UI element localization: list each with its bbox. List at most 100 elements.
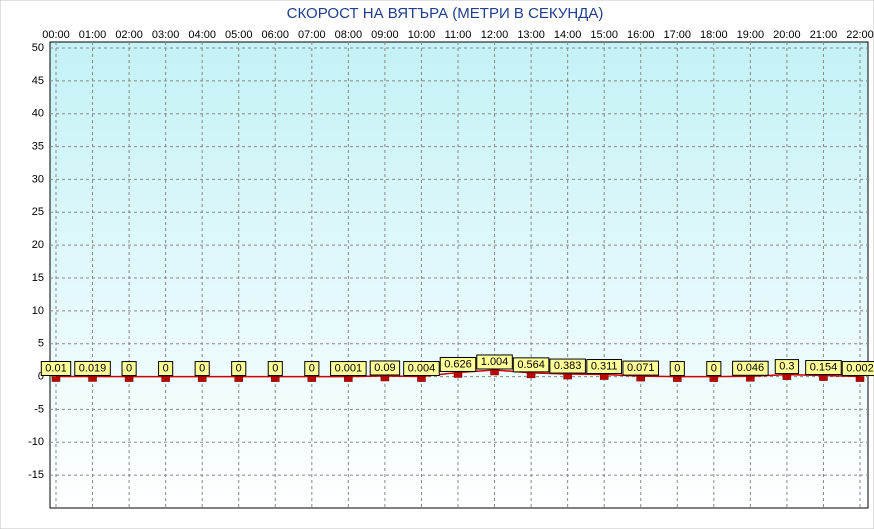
value-label: 0.564 [517, 359, 545, 371]
y-tick-label: -10 [28, 436, 44, 448]
y-tick-label: 5 [38, 338, 44, 350]
value-label-box [403, 361, 440, 377]
point-marker [88, 376, 97, 382]
value-label-box [267, 361, 283, 377]
point-marker [490, 369, 499, 376]
point-marker [161, 376, 170, 382]
y-tick-label: 0 [38, 370, 44, 382]
value-label: 0.626 [444, 358, 472, 370]
point-marker [673, 376, 682, 382]
y-tick-label: 45 [32, 75, 44, 87]
value-label-box [40, 361, 72, 377]
value-label: 0 [126, 362, 132, 374]
value-label: 0 [199, 362, 205, 374]
value-label-box [121, 361, 137, 377]
value-label-box [706, 361, 722, 377]
x-tick-label: 00:00 [42, 29, 70, 41]
value-label-box [805, 360, 842, 376]
x-tick-label: 20:00 [773, 29, 801, 41]
value-label: 0 [674, 362, 680, 374]
value-label: 0.311 [591, 360, 618, 372]
value-label-box [158, 361, 174, 377]
chart-title: СКОРОСТ НА ВЯТЪРА (МЕТРИ В СЕКУНДА) [287, 5, 604, 22]
x-tick-label: 12:00 [481, 29, 509, 41]
value-label-box [841, 361, 874, 377]
x-tick-label: 03:00 [152, 29, 180, 41]
x-tick-label: 13:00 [517, 29, 545, 41]
x-tick-label: 11:00 [445, 29, 472, 41]
value-label: 0.154 [810, 361, 838, 373]
point-marker [563, 373, 572, 380]
point-marker [709, 376, 719, 382]
x-tick-label: 05:00 [225, 29, 253, 41]
x-tick-label: 22:00 [846, 29, 874, 41]
value-label-box [194, 361, 210, 377]
value-label: 0 [272, 362, 278, 374]
point-marker [526, 372, 536, 379]
point-marker [782, 374, 792, 380]
point-marker [197, 376, 207, 382]
point-marker [819, 375, 828, 381]
value-label: 0 [236, 362, 242, 374]
y-tick-label: 40 [32, 108, 44, 120]
x-tick-label: 04:00 [188, 29, 216, 41]
value-label-box [512, 357, 550, 373]
point-marker [271, 376, 280, 382]
x-tick-label: 18:00 [700, 29, 728, 41]
value-label-box [586, 359, 623, 375]
point-marker [453, 372, 463, 378]
x-tick-label: 02:00 [115, 29, 143, 41]
y-tick-label: 50 [32, 42, 44, 54]
point-marker [344, 376, 353, 382]
value-label-box [330, 361, 367, 377]
value-label-box [622, 360, 659, 376]
x-tick-label: 19:00 [737, 29, 765, 41]
value-label: 0.019 [79, 362, 107, 374]
value-label: 0.01 [45, 362, 66, 374]
point-marker [234, 376, 243, 382]
point-marker [855, 376, 865, 382]
x-tick-label: 14:00 [554, 29, 582, 41]
x-tick-label: 21:00 [810, 29, 838, 41]
x-tick-label: 17:00 [664, 29, 692, 41]
point-marker [636, 375, 645, 382]
x-tick-label: 10:00 [408, 29, 436, 41]
value-label-box [369, 360, 401, 376]
value-label-box [476, 354, 513, 370]
y-tick-label: -5 [34, 403, 44, 415]
value-label-box [231, 361, 247, 377]
value-label: 0.002 [846, 362, 874, 374]
value-label: 0.09 [374, 362, 395, 374]
point-marker [417, 376, 426, 382]
point-marker [124, 376, 134, 382]
plot-area [49, 41, 869, 509]
value-label: 0.001 [335, 362, 363, 374]
y-tick-label: -15 [28, 469, 44, 481]
point-marker [746, 376, 755, 382]
x-tick-label: 07:00 [298, 29, 326, 41]
value-label-box [439, 356, 477, 372]
y-tick-label: 25 [32, 206, 44, 218]
value-label: 0 [163, 362, 169, 374]
value-label: 0.3 [779, 361, 794, 373]
y-tick-label: 20 [32, 239, 44, 251]
y-tick-label: 15 [32, 272, 44, 284]
value-label-box [774, 359, 800, 375]
x-tick-label: 06:00 [262, 29, 290, 41]
y-tick-label: 10 [32, 305, 44, 317]
value-label-box [549, 358, 586, 374]
value-label-box [732, 360, 769, 376]
value-label-box [74, 360, 111, 376]
value-label: 1.004 [481, 356, 509, 368]
x-tick-label: 16:00 [627, 29, 655, 41]
point-marker [599, 374, 609, 380]
point-marker [307, 376, 317, 382]
x-tick-label: 09:00 [371, 29, 399, 41]
point-marker [380, 375, 390, 382]
y-tick-label: 30 [32, 173, 44, 185]
value-label: 0.046 [737, 362, 765, 374]
value-label-box [669, 361, 685, 377]
value-label: 0.004 [408, 362, 436, 374]
value-label: 0 [711, 362, 717, 374]
